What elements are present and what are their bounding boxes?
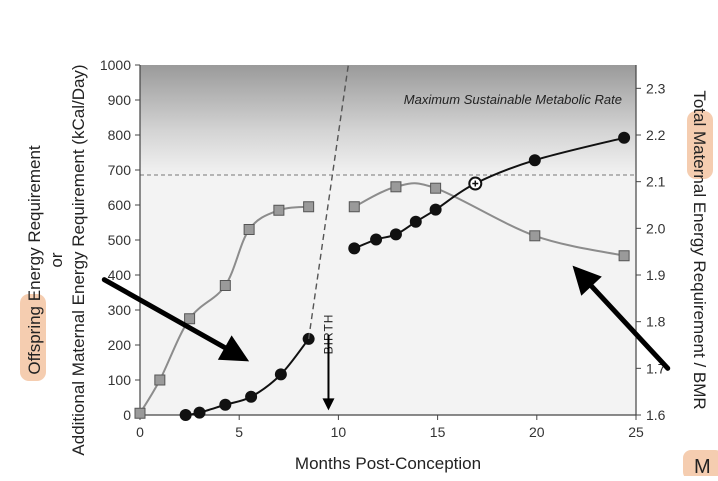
data-point-circle <box>409 215 422 228</box>
data-point-circle <box>618 131 631 144</box>
annotation-arrow-head <box>217 335 250 362</box>
left-axis-title-line3: Additional Maternal Energy Requirement (… <box>69 64 88 455</box>
corner-fragment: M <box>694 456 711 476</box>
data-point-square <box>184 313 196 325</box>
series-layer <box>134 64 631 421</box>
y-tick-label: 300 <box>108 302 132 318</box>
data-point-circle <box>528 154 541 167</box>
x-tick-group: 0 5 10 15 20 25 <box>136 415 644 440</box>
data-point-circle <box>370 233 383 246</box>
y-tick-label: 600 <box>108 197 132 213</box>
y2-tick-label: 2.0 <box>646 220 666 236</box>
y-tick-label: 100 <box>108 372 132 388</box>
data-point-circle <box>274 368 287 381</box>
max-metabolic-rate-region <box>140 65 636 175</box>
y2-tick-label: 2.1 <box>646 174 666 190</box>
y2-tick-label: 1.8 <box>646 314 666 330</box>
birth-label: BIRTH <box>321 314 335 355</box>
right-axis-title: Total Maternal Energy Requirement / BMR <box>687 90 713 410</box>
data-point-circle <box>219 398 232 411</box>
birth-marker: BIRTH <box>321 314 335 355</box>
data-point-square <box>348 201 360 213</box>
data-point-square <box>303 201 315 213</box>
y2-tick-label: 1.9 <box>646 267 666 283</box>
data-point-square <box>390 181 402 193</box>
data-point-circle <box>193 406 206 419</box>
x-tick-label: 20 <box>529 424 545 440</box>
y-tick-label: 900 <box>108 92 132 108</box>
annotation-arrow-shaft <box>101 277 228 351</box>
y-tick-label: 800 <box>108 127 132 143</box>
data-point-circle <box>429 203 442 216</box>
highlight-offspring <box>20 294 46 381</box>
y2-tick-label: 2.2 <box>646 127 666 143</box>
annotation-arrow-shaft <box>589 283 671 371</box>
y-tick-group: 0 100 200 300 400 500 600 700 800 900 1000 <box>100 57 140 423</box>
y-tick-label: 400 <box>108 267 132 283</box>
y2-tick-label: 2.3 <box>646 80 666 96</box>
data-point-square <box>154 374 166 386</box>
y-tick-label: 0 <box>123 407 131 423</box>
x-tick-label: 0 <box>136 424 144 440</box>
highlight-maternal <box>687 111 713 179</box>
y2-tick-label: 1.6 <box>646 407 666 423</box>
annotation-arrows <box>101 265 671 411</box>
annotation-arrow-head <box>572 265 602 296</box>
data-point-square <box>134 407 146 419</box>
y-tick-label: 500 <box>108 232 132 248</box>
y-tick-label: 200 <box>108 337 132 353</box>
corner-highlight <box>683 450 718 480</box>
series-1-line-segment <box>353 182 625 257</box>
series-dashed-projection-line <box>307 64 350 340</box>
data-point-circle <box>348 242 361 255</box>
data-point-square <box>618 250 630 262</box>
birth-arrow-head <box>322 398 335 411</box>
left-axis-title-line2: or <box>47 252 66 267</box>
left-axis-title: Offspring Energy Requirement or Addition… <box>20 64 88 456</box>
data-point-square <box>430 182 442 194</box>
y2-tick-group: 1.61.71.81.92.02.12.22.3 <box>636 80 666 423</box>
x-axis-title: Months Post-Conception <box>295 454 481 473</box>
max-metabolic-rate-label: Maximum Sustainable Metabolic Rate <box>404 92 622 107</box>
right-axis-title-text: Total Maternal Energy Requirement / BMR <box>690 90 709 409</box>
data-point-circle <box>389 228 402 241</box>
x-tick-label: 25 <box>628 424 644 440</box>
data-point-square <box>243 224 255 235</box>
left-axis-title-line1: Offspring Energy Requirement <box>25 145 44 375</box>
x-tick-label: 15 <box>430 424 446 440</box>
y-tick-label: 1000 <box>100 57 131 73</box>
y-tick-label: 700 <box>108 162 132 178</box>
data-point-square <box>219 280 231 291</box>
data-point-square <box>273 204 285 216</box>
data-point-square <box>529 230 541 242</box>
data-point-circle <box>179 409 192 421</box>
x-tick-label: 10 <box>331 424 347 440</box>
data-point-circle <box>245 390 258 403</box>
x-tick-label: 5 <box>235 424 243 440</box>
